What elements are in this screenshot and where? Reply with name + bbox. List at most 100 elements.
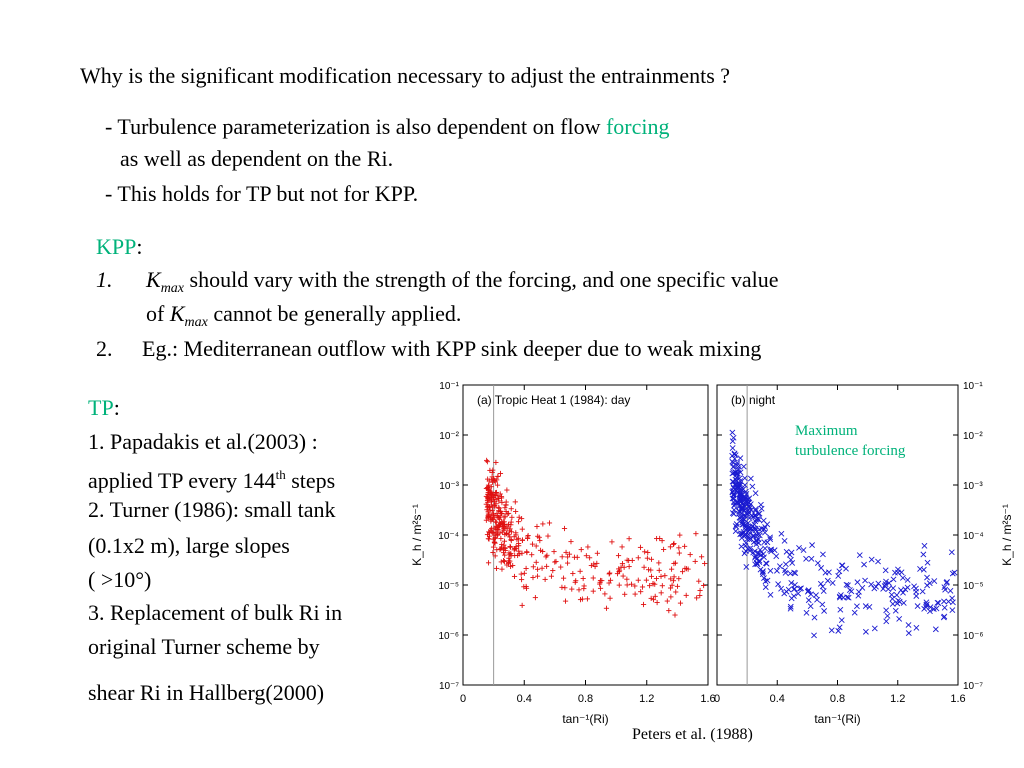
day-data-point [498, 508, 504, 514]
marker-stroke [787, 603, 794, 610]
marker-stroke [738, 498, 744, 505]
day-data-point [502, 545, 508, 552]
day-data-point [553, 558, 559, 565]
night-data-point [920, 566, 927, 573]
marker-stroke [883, 618, 890, 625]
marker-stroke [778, 585, 784, 592]
night-data-point [820, 551, 826, 558]
marker-stroke [927, 608, 933, 615]
day-data-point [490, 512, 497, 518]
marker-stroke [795, 590, 802, 597]
day-data-point [485, 509, 491, 515]
night-data-point [883, 578, 889, 585]
marker-stroke [740, 512, 747, 519]
marker-stroke [783, 548, 790, 555]
day-data-point [594, 560, 600, 566]
marker-stroke [735, 485, 742, 492]
marker-stroke [791, 569, 798, 576]
marker-stroke [756, 526, 763, 533]
day-data-point [683, 592, 689, 598]
night-data-point [773, 553, 780, 560]
night-data-point [862, 577, 868, 584]
night-data-point [836, 624, 843, 631]
day-data-point [583, 553, 589, 559]
day-data-point [484, 459, 490, 465]
day-data-point [587, 555, 593, 561]
day-data-point [518, 577, 525, 583]
kpp-item-1-cont-b: cannot be generally applied. [207, 301, 462, 326]
marker-stroke [861, 561, 867, 568]
night-data-point [914, 603, 921, 610]
day-data-point [662, 573, 668, 579]
tp-line-2: applied TP every 144th steps [88, 462, 335, 494]
day-data-point [530, 564, 536, 570]
marker-stroke [752, 561, 759, 568]
marker-stroke [746, 536, 753, 543]
marker-stroke [762, 524, 768, 530]
day-data-point [519, 537, 526, 543]
night-data-point [900, 600, 907, 606]
kpp-colon: : [136, 234, 143, 259]
day-data-point [496, 498, 502, 504]
night-data-point [738, 534, 745, 541]
y-tick-label: 10⁻¹ [439, 381, 459, 392]
day-data-point [607, 595, 613, 601]
night-data-point [836, 568, 843, 575]
night-data-point [729, 510, 736, 516]
night-data-point [740, 463, 747, 470]
marker-stroke [776, 563, 783, 570]
day-data-point [664, 598, 670, 604]
day-data-point [653, 575, 660, 582]
day-data-point [493, 496, 499, 503]
day-data-point [486, 487, 492, 493]
day-data-point [493, 565, 500, 572]
marker-stroke [837, 606, 844, 613]
day-data-point [628, 581, 635, 587]
marker-stroke [866, 604, 873, 610]
marker-stroke [868, 581, 875, 588]
day-data-point [516, 540, 522, 547]
marker-stroke [889, 601, 896, 607]
day-data-point [676, 550, 682, 556]
forcing-keyword: forcing [605, 114, 670, 139]
marker-stroke [736, 475, 743, 482]
marker-stroke [819, 583, 826, 590]
night-data-point [753, 516, 760, 523]
marker-stroke [905, 622, 912, 628]
x-tick-label: 0.4 [517, 693, 532, 705]
marker-stroke [856, 552, 863, 559]
marker-stroke [919, 588, 926, 595]
day-data-point [685, 566, 691, 572]
day-data-point [519, 550, 525, 556]
night-data-point [817, 580, 824, 587]
marker-stroke [730, 434, 737, 441]
marker-stroke [829, 580, 836, 586]
marker-stroke [813, 592, 819, 599]
marker-stroke [751, 525, 757, 532]
night-data-point [875, 558, 881, 565]
day-data-point [585, 544, 591, 550]
night-data-point [741, 475, 748, 482]
night-data-point [732, 481, 739, 488]
marker-stroke [796, 544, 802, 551]
y-tick-label: 10⁻² [439, 431, 459, 442]
marker-stroke [744, 496, 751, 503]
night-data-point [819, 601, 826, 608]
night-data-point [739, 499, 746, 506]
marker-stroke [738, 505, 745, 512]
marker-stroke [894, 600, 901, 607]
night-data-point [845, 582, 851, 589]
marker-stroke [741, 494, 748, 501]
marker-stroke [737, 455, 744, 462]
tp-line-7: original Turner scheme by [88, 634, 320, 659]
marker-stroke [845, 594, 852, 601]
day-data-point [671, 540, 677, 547]
marker-stroke [738, 530, 744, 537]
day-data-point [562, 598, 569, 604]
night-data-point [731, 506, 738, 513]
night-data-point [835, 572, 842, 579]
marker-stroke [750, 533, 757, 540]
marker-stroke [904, 576, 911, 583]
day-data-point [497, 491, 503, 497]
night-data-point [796, 585, 803, 592]
